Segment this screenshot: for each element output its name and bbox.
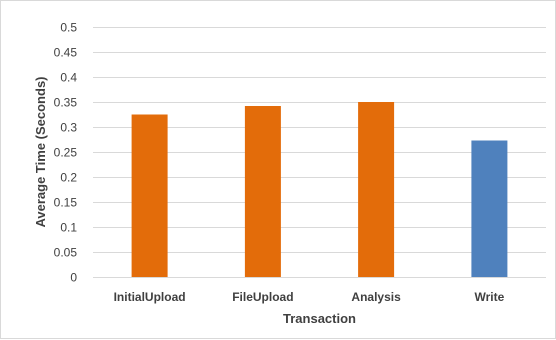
y-tick-label: 0.4 bbox=[60, 71, 77, 85]
bar-initialupload bbox=[131, 114, 168, 277]
bar-write bbox=[471, 140, 508, 277]
y-axis-ticks: 0 0.05 0.1 0.15 0.2 0.25 0.3 0.35 0.4 0.45 0.5 bbox=[54, 21, 78, 285]
bars bbox=[131, 102, 508, 277]
y-tick-label: 0.25 bbox=[54, 146, 78, 160]
x-axis-ticks: InitialUpload FileUpload Analysis Write bbox=[114, 290, 505, 304]
y-tick-label: 0.45 bbox=[54, 46, 78, 60]
y-tick-label: 0.2 bbox=[60, 171, 77, 185]
x-tick-label: FileUpload bbox=[232, 290, 293, 304]
x-tick-label: Analysis bbox=[351, 290, 401, 304]
y-tick-label: 0.15 bbox=[54, 196, 78, 210]
y-tick-label: 0.5 bbox=[60, 21, 77, 35]
y-tick-label: 0.3 bbox=[60, 121, 77, 135]
x-axis-title: Transaction bbox=[283, 311, 356, 326]
bar-fileupload bbox=[244, 106, 281, 277]
y-axis-title: Average Time (Seconds) bbox=[33, 77, 48, 228]
gridlines bbox=[93, 27, 546, 278]
y-tick-label: 0.35 bbox=[54, 96, 78, 110]
bar-analysis bbox=[358, 102, 395, 277]
y-tick-label: 0.1 bbox=[60, 221, 77, 235]
x-tick-label: InitialUpload bbox=[114, 290, 186, 304]
y-tick-label: 0 bbox=[70, 271, 77, 285]
y-tick-label: 0.05 bbox=[54, 246, 78, 260]
x-tick-label: Write bbox=[475, 290, 505, 304]
